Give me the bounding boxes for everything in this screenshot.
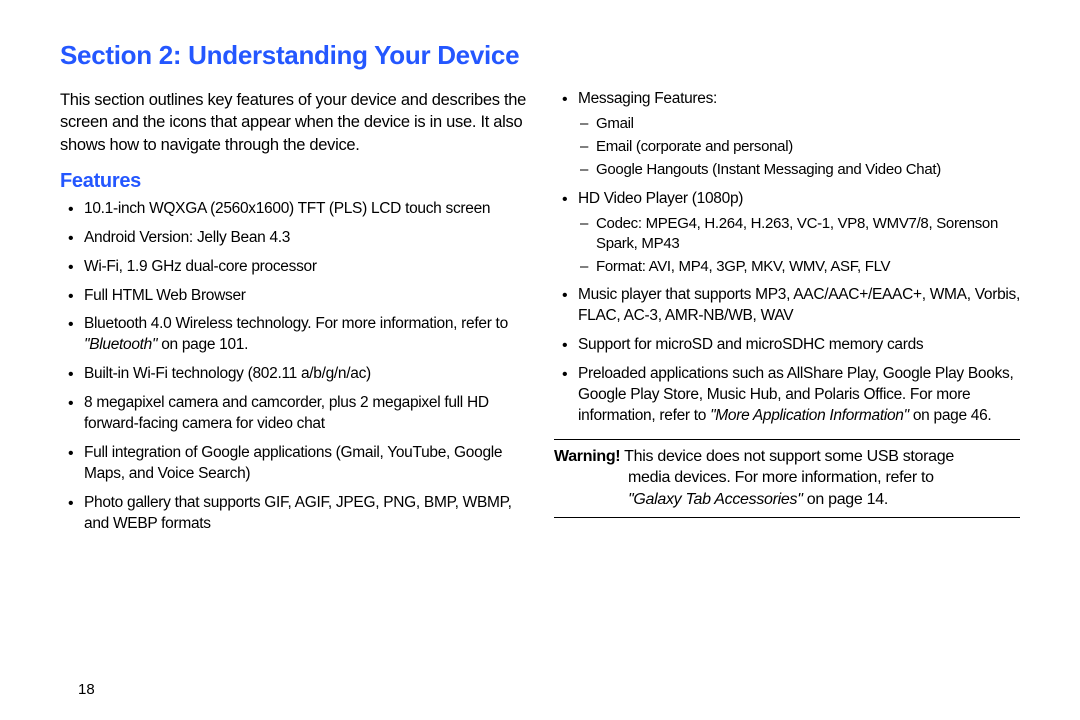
warning-box: Warning! This device does not support so… <box>554 439 1020 518</box>
features-list-left: 10.1-inch WQXGA (2560x1600) TFT (PLS) LC… <box>60 199 526 535</box>
list-item: Messaging Features:GmailEmail (corporate… <box>554 89 1020 181</box>
list-item: Preloaded applications such as AllShare … <box>554 364 1020 427</box>
right-column: Messaging Features:GmailEmail (corporate… <box>554 89 1020 543</box>
features-list-right: Messaging Features:GmailEmail (corporate… <box>554 89 1020 427</box>
warning-text-2-pre: media devices. For more information, ref… <box>628 469 934 486</box>
left-column: This section outlines key features of yo… <box>60 89 526 543</box>
sub-list-item: Google Hangouts (Instant Messaging and V… <box>578 160 1020 180</box>
list-item: 10.1-inch WQXGA (2560x1600) TFT (PLS) LC… <box>60 199 526 220</box>
warning-text-2-post: on page 14. <box>803 491 888 508</box>
sub-list: Gmail Email (corporate and personal) Googl… <box>578 114 1020 181</box>
cross-reference: "More Application Information" <box>710 407 909 424</box>
list-item: Android Version: Jelly Bean 4.3 <box>60 228 526 249</box>
section-title: Section 2: Understanding Your Device <box>60 40 1020 71</box>
two-column-layout: This section outlines key features of yo… <box>60 89 1020 543</box>
list-item: HD Video Player (1080p)Codec: MPEG4, H.2… <box>554 189 1020 278</box>
list-item: Full integration of Google applications … <box>60 443 526 485</box>
list-item: Photo gallery that supports GIF, AGIF, J… <box>60 493 526 535</box>
intro-paragraph: This section outlines key features of yo… <box>60 89 526 156</box>
list-item: Support for microSD and microSDHC memory… <box>554 335 1020 356</box>
list-item: 8 megapixel camera and camcorder, plus 2… <box>60 393 526 435</box>
list-item: Music player that supports MP3, AAC/AAC+… <box>554 285 1020 327</box>
sub-list-item: Format: AVI, MP4, 3GP, MKV, WMV, ASF, FL… <box>578 257 1020 277</box>
warning-text-1: This device does not support some USB st… <box>620 448 954 465</box>
cross-reference: "Bluetooth" <box>84 336 157 353</box>
sub-list: Codec: MPEG4, H.264, H.263, VC-1, VP8, W… <box>578 214 1020 278</box>
list-item: Built-in Wi-Fi technology (802.11 a/b/g/… <box>60 364 526 385</box>
sub-list-item: Email (corporate and personal) <box>578 137 1020 157</box>
warning-label: Warning! <box>554 448 620 465</box>
sub-list-item: Gmail <box>578 114 1020 134</box>
list-item: Bluetooth 4.0 Wireless technology. For m… <box>60 314 526 356</box>
list-item: Full HTML Web Browser <box>60 286 526 307</box>
sub-list-item: Codec: MPEG4, H.264, H.263, VC-1, VP8, W… <box>578 214 1020 255</box>
list-item: Wi-Fi, 1.9 GHz dual-core processor <box>60 257 526 278</box>
warning-ref: "Galaxy Tab Accessories" <box>628 491 803 508</box>
features-heading: Features <box>60 170 526 193</box>
page-number: 18 <box>78 681 95 698</box>
